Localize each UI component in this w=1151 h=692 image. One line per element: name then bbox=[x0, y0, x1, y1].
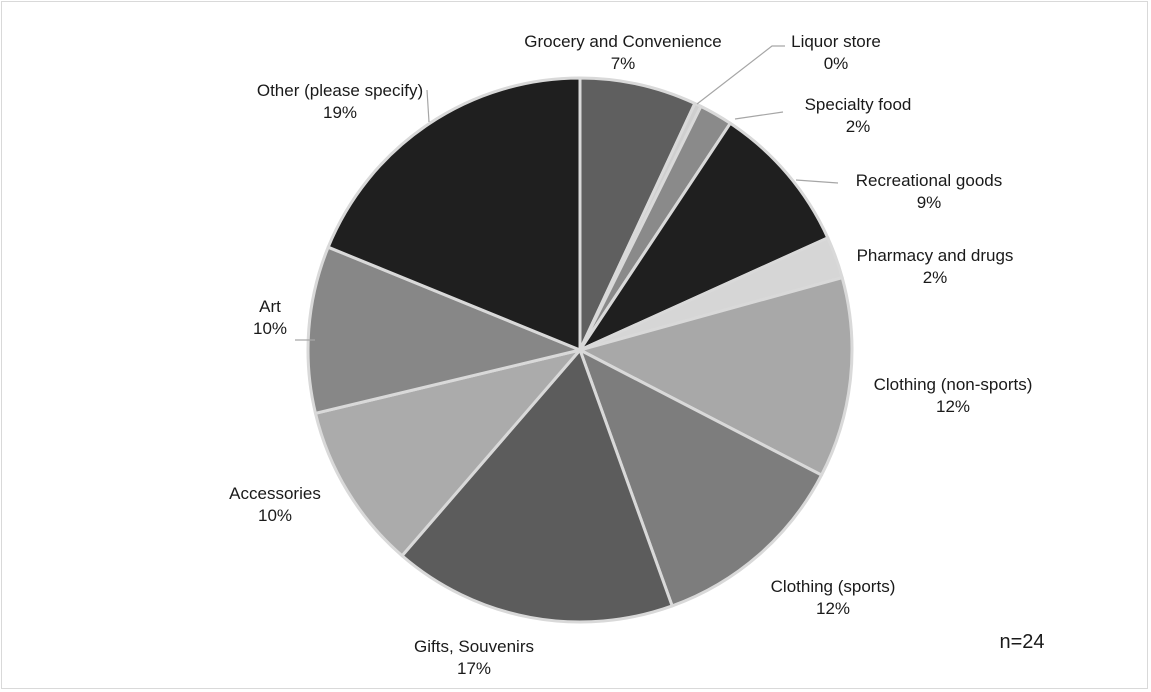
slice-percent-clothing-sports: 12% bbox=[816, 599, 850, 618]
pie-slice-art bbox=[306, 245, 582, 415]
pie-slice-clothing-sports bbox=[578, 348, 824, 608]
slice-label-specialty-food: Specialty food bbox=[805, 95, 912, 114]
pie-slice-recreational-goods bbox=[578, 121, 830, 352]
slice-label-clothing-sports: Clothing (sports) bbox=[771, 577, 896, 596]
slice-label-art: Art bbox=[259, 297, 281, 316]
pie-slice-other-please-specify bbox=[326, 76, 582, 352]
slice-percent-grocery-and-convenience: 7% bbox=[611, 54, 636, 73]
slice-label-pharmacy-and-drugs: Pharmacy and drugs bbox=[857, 246, 1014, 265]
slice-label-gifts-souvenirs: Gifts, Souvenirs bbox=[414, 637, 534, 656]
leader-line-recreational-goods bbox=[795, 179, 839, 184]
slice-percent-gifts-souvenirs: 17% bbox=[457, 659, 491, 678]
slice-label-liquor-store: Liquor store bbox=[791, 32, 881, 51]
pie-slice-gifts-souvenirs bbox=[400, 348, 674, 624]
slice-percent-liquor-store: 0% bbox=[824, 54, 849, 73]
slice-label-other-please-specify: Other (please specify) bbox=[257, 81, 423, 100]
slice-label-recreational-goods: Recreational goods bbox=[856, 171, 1002, 190]
slice-label-clothing-non-sports: Clothing (non-sports) bbox=[874, 375, 1033, 394]
pie-slice-clothing-non-sports bbox=[578, 276, 854, 477]
leader-line-specialty-food bbox=[734, 111, 784, 120]
pie-slice-accessories bbox=[313, 348, 582, 558]
slice-percent-pharmacy-and-drugs: 2% bbox=[923, 268, 948, 287]
slice-label-grocery-and-convenience: Grocery and Convenience bbox=[524, 32, 722, 51]
slice-percent-clothing-non-sports: 12% bbox=[936, 397, 970, 416]
slice-percent-specialty-food: 2% bbox=[846, 117, 871, 136]
leader-line-liquor-store bbox=[696, 45, 785, 105]
sample-size-note: n=24 bbox=[999, 631, 1044, 653]
slice-percent-accessories: 10% bbox=[258, 506, 292, 525]
slice-percent-recreational-goods: 9% bbox=[917, 193, 942, 212]
slice-label-accessories: Accessories bbox=[229, 484, 321, 503]
slice-percent-other-please-specify: 19% bbox=[323, 103, 357, 122]
slice-percent-art: 10% bbox=[253, 319, 287, 338]
leader-line-other-please-specify bbox=[426, 89, 430, 123]
pie-slice-grocery-and-convenience bbox=[578, 76, 697, 352]
